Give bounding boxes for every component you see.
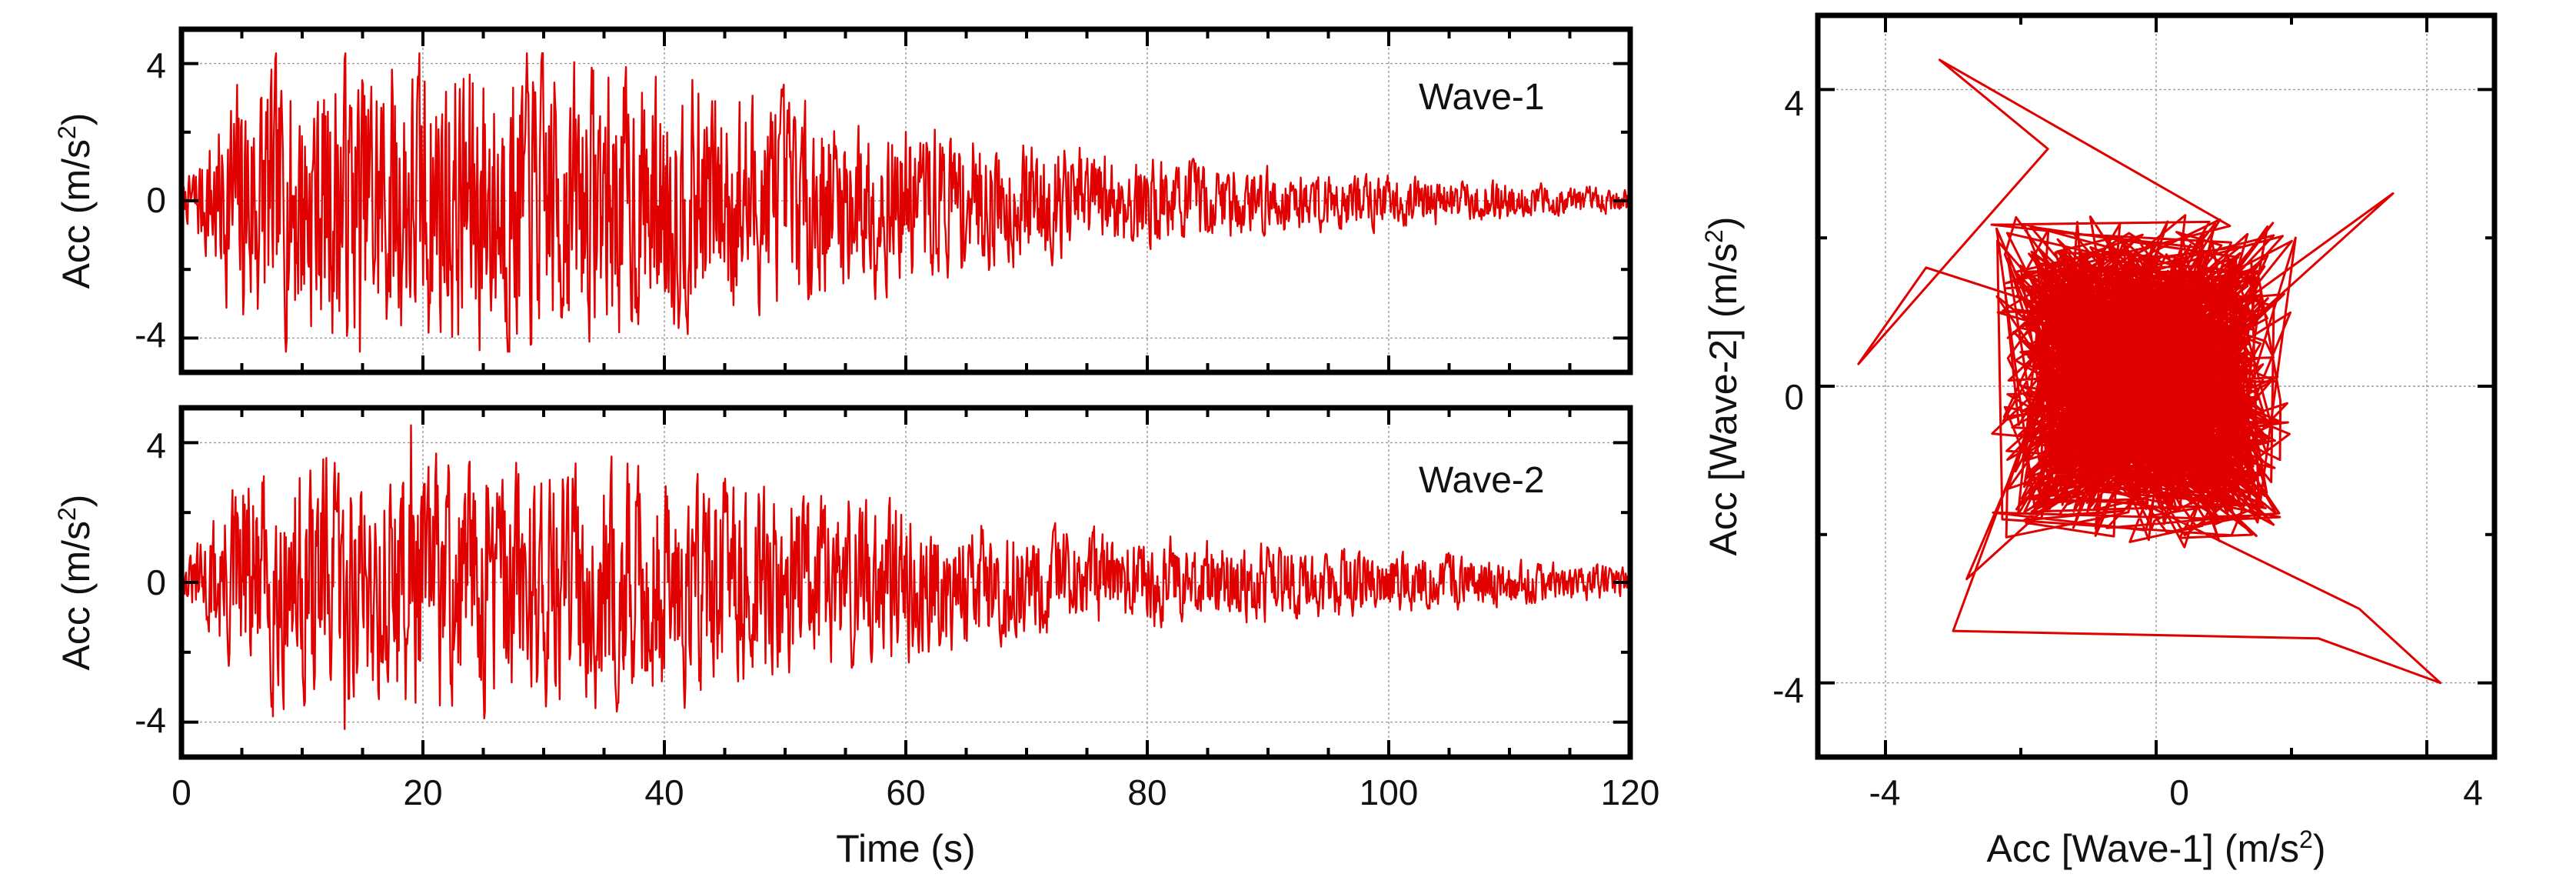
- signal-wave-1: [180, 52, 1632, 353]
- ylabel-wave-1: Acc (m/s2): [53, 113, 98, 289]
- annotation-wave-2: Wave-2: [1419, 460, 1545, 501]
- orbit-ylabel: Acc [Wave-2] (m/s2): [1700, 217, 1745, 556]
- orbit-xtick-zero: 0: [2169, 772, 2189, 812]
- xtick-40: 40: [644, 772, 684, 812]
- xtick-120: 120: [1601, 772, 1660, 812]
- ytick-wave-2-zero: 0: [146, 562, 166, 602]
- ticks-wave-1: [180, 29, 1632, 372]
- xtick-60: 60: [886, 772, 925, 812]
- ytick-wave-1-pos: 4: [146, 45, 166, 85]
- xlabel-time: Time (s): [836, 827, 975, 870]
- panel-wave-2: Wave-2 4 0 -4 Acc (m/s2) 0 20 40 60 80 1…: [53, 405, 1660, 870]
- orbit-xtick-pos: 4: [2463, 772, 2483, 812]
- xtick-80: 80: [1127, 772, 1167, 812]
- signal-wave-2: [180, 424, 1632, 730]
- ticks-orbit: [1818, 15, 2494, 757]
- orbit-ytick-neg: -4: [1772, 670, 1804, 710]
- annotation-wave-1: Wave-1: [1419, 77, 1545, 118]
- panel-wave-1: Wave-1 4 0 -4 Acc (m/s2): [53, 26, 1633, 375]
- xtick-0: 0: [171, 772, 191, 812]
- ytick-wave-1-neg: -4: [135, 315, 166, 355]
- ytick-wave-1-zero: 0: [146, 180, 166, 220]
- orbit-ytick-zero: 0: [1784, 377, 1804, 417]
- ytick-wave-2-neg: -4: [135, 700, 166, 740]
- orbit-xlabel: Acc [Wave-1] (m/s2): [1987, 826, 2326, 870]
- ticks-wave-2: [180, 408, 1632, 757]
- orbit-xtick-neg: -4: [1869, 772, 1901, 812]
- ylabel-wave-2: Acc (m/s2): [53, 495, 98, 671]
- signal-orbit: [1857, 58, 2442, 685]
- ytick-wave-2-pos: 4: [146, 425, 166, 465]
- xtick-100: 100: [1360, 772, 1419, 812]
- panel-orbit: 4 0 -4 -4 0 4 Acc [Wave-1] (m/s2) Acc [W…: [1700, 12, 2498, 870]
- xtick-20: 20: [403, 772, 442, 812]
- orbit-ytick-pos: 4: [1784, 83, 1804, 123]
